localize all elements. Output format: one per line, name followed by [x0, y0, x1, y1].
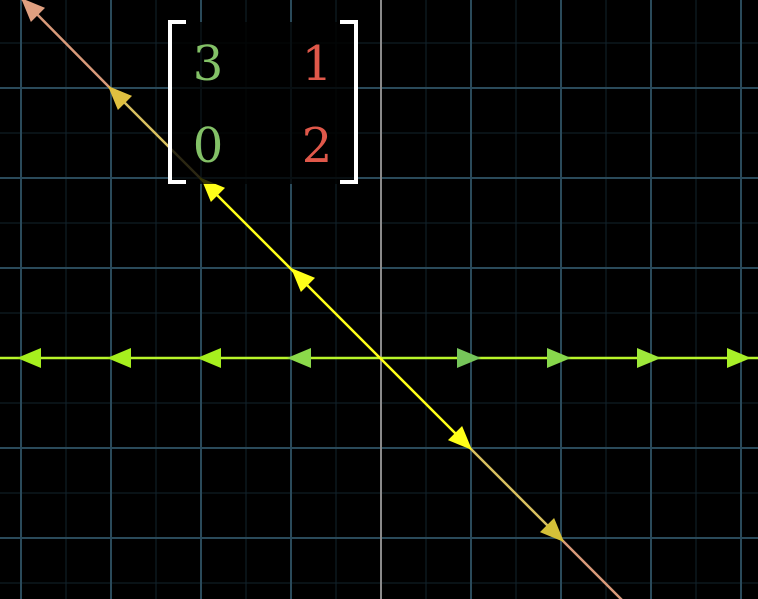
- diagonal-arrow-mid-upper: [201, 178, 226, 203]
- matrix-entry-d: 2: [302, 118, 333, 174]
- matrix-left-bracket: [168, 20, 186, 184]
- horizontal-arrow: [197, 348, 221, 368]
- horizontal-arrow: [637, 348, 661, 368]
- diagonal-line-core: [199, 177, 471, 449]
- diagonal-arrow-near-lower: [447, 425, 472, 450]
- matrix-entry-c: 0: [193, 118, 224, 174]
- horizontal-arrow: [457, 348, 481, 368]
- diagonal-eigenvector-line: [21, 0, 623, 599]
- diagonal-arrow-upper: [108, 86, 133, 111]
- horizontal-arrow: [17, 348, 41, 368]
- diagonal-line-lower-far: [561, 539, 623, 599]
- horizontal-arrow: [547, 348, 571, 368]
- matrix-display: 3 1 0 2: [168, 20, 358, 184]
- diagonal-arrow-top: [21, 0, 46, 23]
- diagonal-arrow-lower: [539, 517, 564, 542]
- diagonal-line-lower-mid: [469, 447, 563, 541]
- matrix-right-bracket: [340, 20, 358, 184]
- horizontal-arrow: [287, 348, 311, 368]
- horizontal-arrow: [727, 348, 751, 368]
- diagonal-arrow-near-upper: [291, 268, 316, 293]
- matrix-backdrop: [168, 22, 358, 184]
- matrix-entry-b: 1: [302, 36, 333, 92]
- horizontal-arrow: [107, 348, 131, 368]
- matrix-entry-a: 3: [193, 36, 224, 92]
